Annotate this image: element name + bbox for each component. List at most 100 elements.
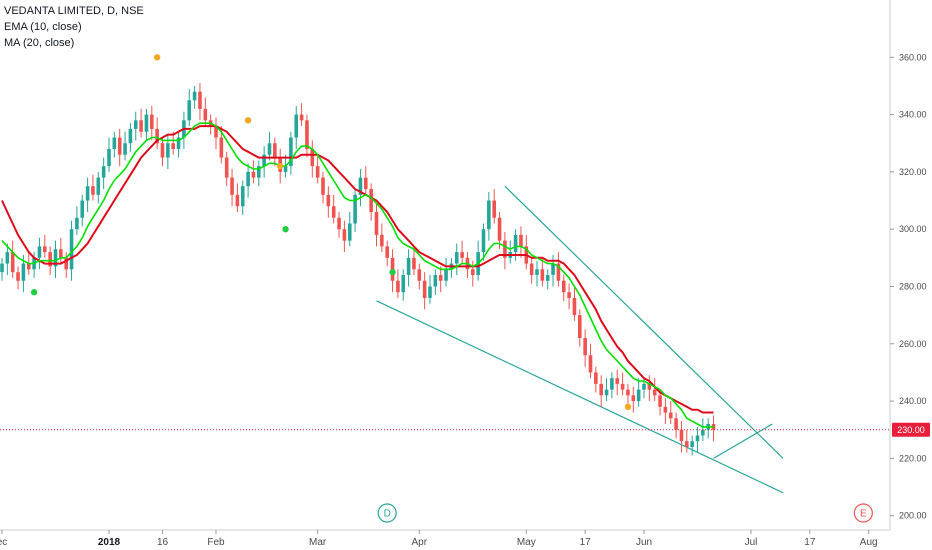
candle-body [610,378,614,390]
time-tick-label: Jul [745,537,758,548]
candle-body [251,171,256,178]
price-tick-label: 280.00 [899,281,927,291]
candle-body [412,257,416,270]
candle-body [96,177,101,195]
candle-body [647,383,652,390]
event-marker-label: D [384,509,391,520]
candle-body [406,257,411,276]
candle-body [43,246,47,253]
candle-body [155,128,159,144]
candle-body [331,206,336,218]
time-tick-label: ec [0,537,7,548]
time-tick-label: Jun [636,537,652,548]
candle-body [615,378,620,384]
candle-body [321,177,325,195]
candle-body [219,137,224,158]
candle-body [91,186,95,195]
candle-body [572,297,577,316]
candle-body [224,157,229,178]
candle-body [380,234,384,247]
candle-body [374,212,379,235]
candle-body [438,275,443,281]
candle-body [545,275,550,281]
signal-marker [244,117,252,124]
candle-body [551,263,555,276]
candle-body [358,177,363,195]
candle-body [353,194,357,224]
time-tick-label: Aug [860,537,878,548]
candle-body [37,246,42,258]
time-tick-label: May [517,537,536,548]
candle-body [513,234,518,253]
time-tick-label: Apr [412,537,428,548]
candle-body [326,194,331,207]
candle-body [0,263,4,273]
candle-body [187,100,192,121]
candle-body [171,143,175,149]
candle-body [21,263,26,281]
candle-body [283,166,288,172]
candle-body [519,234,523,247]
candle-body [299,114,304,121]
candle-body [305,120,309,149]
ema-legend[interactable]: EMA (10, close) [4,21,82,33]
time-tick-label: 17 [580,537,592,548]
ma-legend[interactable]: MA (20, close) [4,37,75,49]
price-tick-label: 300.00 [899,224,927,234]
signal-marker [30,289,38,296]
candle-body [658,395,662,407]
candle-body [214,126,218,138]
ma-20-line [1,125,714,414]
candle-body [663,406,668,413]
candle-body [230,177,234,195]
candle-body [631,395,636,402]
candle-body [588,355,593,373]
candle-body [620,383,625,390]
candle-body [101,166,106,178]
candle-body [176,137,181,149]
candle-body [561,280,566,293]
time-axis: ec 2018 16 Feb Mar Apr May 17 Jun Jul 17 Aug [0,529,890,548]
candle-body [69,229,74,270]
candle-body [674,418,678,430]
trendline [713,423,773,459]
candle-body [396,280,400,293]
candle-body [604,389,609,396]
signal-markers [30,54,632,411]
candle-body [337,217,341,230]
candle-body [267,143,272,155]
candle-body [636,389,641,402]
candle-body [668,412,673,419]
signal-marker [624,403,632,411]
candle-body [701,429,705,436]
price-tick-label: 340.00 [899,110,927,120]
candle-body [294,114,299,138]
candle-body [497,217,502,241]
candle-body [203,108,208,121]
candle-body [192,91,197,101]
candle-body [48,252,52,267]
candle-body [567,292,571,298]
candle-body [433,275,438,287]
time-tick-label: 16 [157,537,169,548]
candle-body [417,269,422,281]
candle-body [85,186,90,201]
candle-body [128,128,133,144]
candle-body [711,424,716,430]
candle-body [594,372,598,384]
candle-body [235,194,240,207]
price-tick-label: 200.00 [899,511,927,521]
signal-marker [389,268,396,276]
candle-body [5,252,10,264]
candle-body [626,389,630,396]
candle-body [535,269,539,276]
event-marker-label: E [860,509,867,520]
symbol-title[interactable]: VEDANTA LIMITED, D, NSE [4,5,144,17]
time-tick-label: Mar [309,537,327,548]
candle-body [107,148,111,167]
candle-body [133,120,138,129]
price-tick-label: 320.00 [899,167,927,177]
candle-body [364,177,368,190]
candle-body [578,315,582,339]
